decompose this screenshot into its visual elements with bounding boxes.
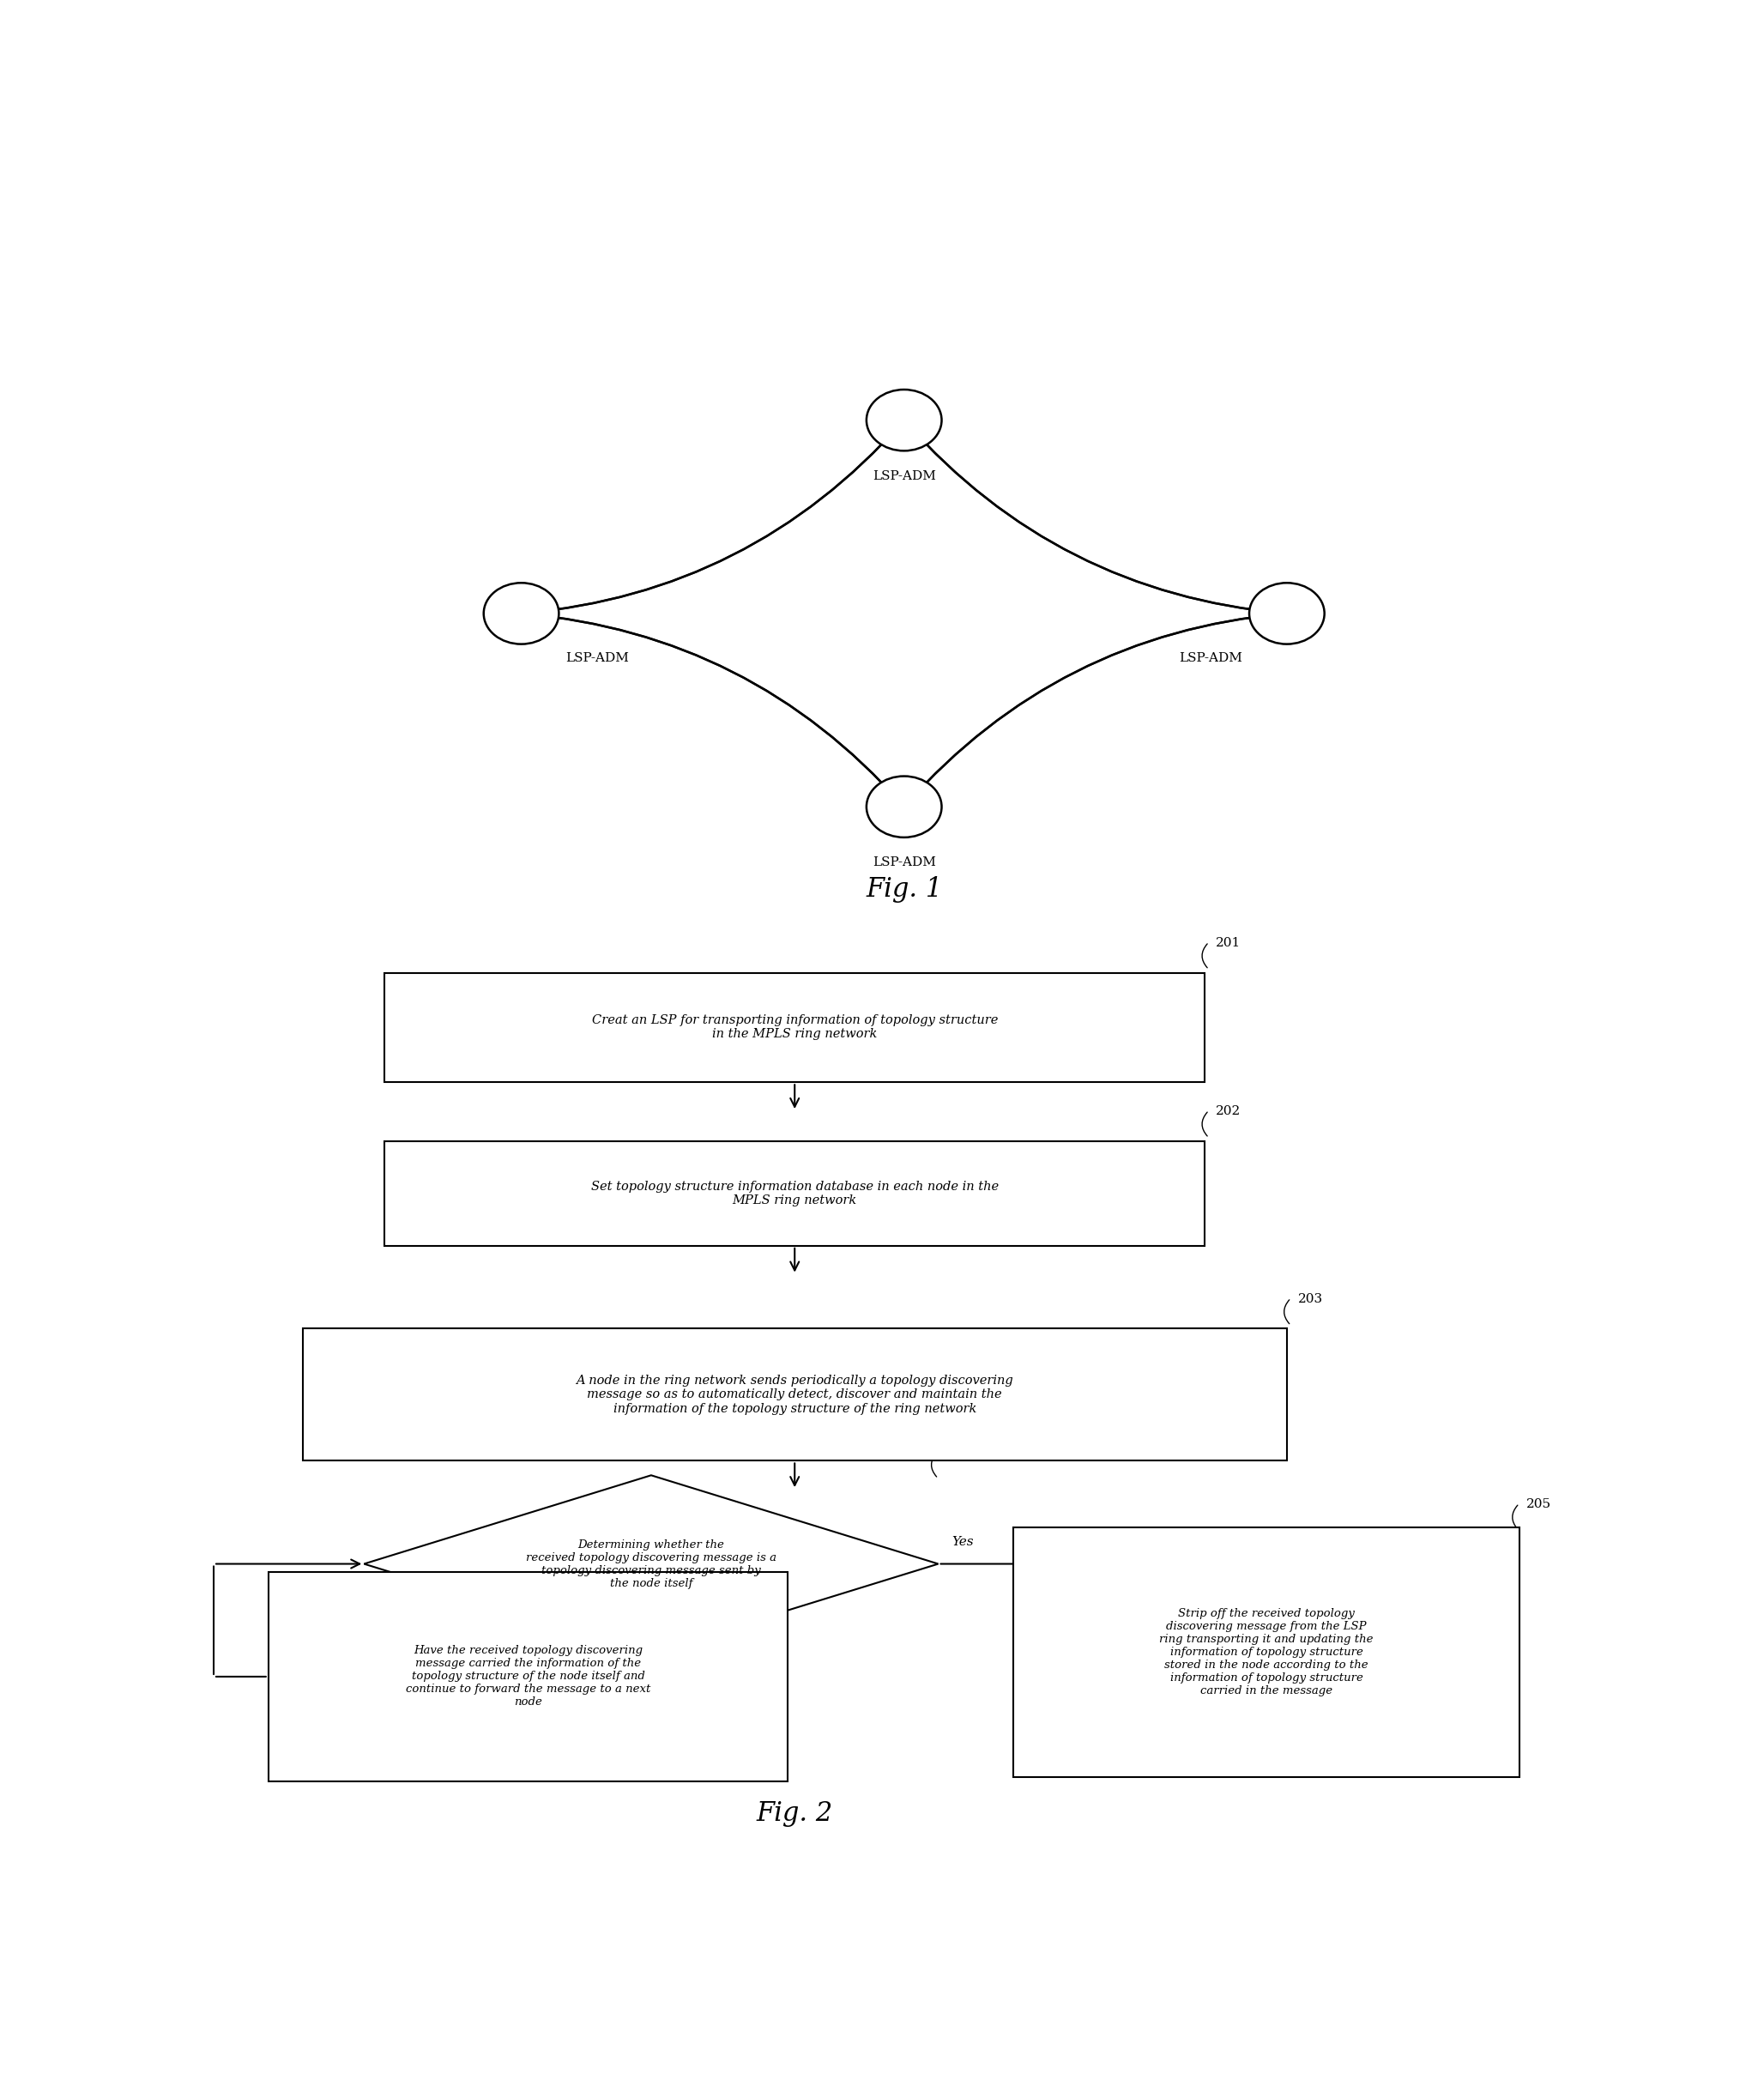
FancyBboxPatch shape (385, 1140, 1205, 1245)
Polygon shape (363, 1475, 938, 1653)
Text: LSP-ADM: LSP-ADM (566, 653, 630, 663)
FancyBboxPatch shape (385, 973, 1205, 1082)
Text: 204: 204 (946, 1446, 970, 1458)
Text: 203: 203 (1298, 1293, 1323, 1305)
Text: Have the received topology discovering
message carried the information of the
to: Have the received topology discovering m… (406, 1644, 651, 1707)
Text: Creat an LSP for transporting information of topology structure
in the MPLS ring: Creat an LSP for transporting informatio… (591, 1015, 998, 1040)
Text: Strip off the received topology
discovering message from the LSP
ring transporti: Strip off the received topology discover… (1159, 1609, 1374, 1697)
Ellipse shape (866, 389, 942, 450)
Text: 206: 206 (794, 1544, 820, 1554)
Ellipse shape (1249, 584, 1325, 644)
Text: Set topology structure information database in each node in the
MPLS ring networ: Set topology structure information datab… (591, 1180, 998, 1207)
Text: 202: 202 (1215, 1105, 1240, 1117)
Text: No: No (665, 1661, 684, 1672)
FancyBboxPatch shape (303, 1328, 1288, 1460)
Text: LSP-ADM: LSP-ADM (873, 471, 935, 481)
Text: LSP-ADM: LSP-ADM (1178, 653, 1242, 663)
Ellipse shape (866, 776, 942, 837)
Ellipse shape (483, 584, 559, 644)
Text: A node in the ring network sends periodically a topology discovering
message so : A node in the ring network sends periodi… (577, 1374, 1013, 1414)
Text: Yes: Yes (953, 1536, 974, 1548)
Text: Determining whether the
received topology discovering message is a
topology disc: Determining whether the received topolog… (526, 1540, 776, 1588)
Text: 201: 201 (1215, 937, 1240, 950)
Text: LSP-ADM: LSP-ADM (873, 858, 935, 868)
Text: Fig. 2: Fig. 2 (757, 1801, 833, 1826)
FancyBboxPatch shape (268, 1571, 789, 1782)
Text: Fig. 1: Fig. 1 (866, 877, 942, 902)
FancyBboxPatch shape (1013, 1527, 1519, 1778)
Text: 205: 205 (1526, 1498, 1551, 1510)
